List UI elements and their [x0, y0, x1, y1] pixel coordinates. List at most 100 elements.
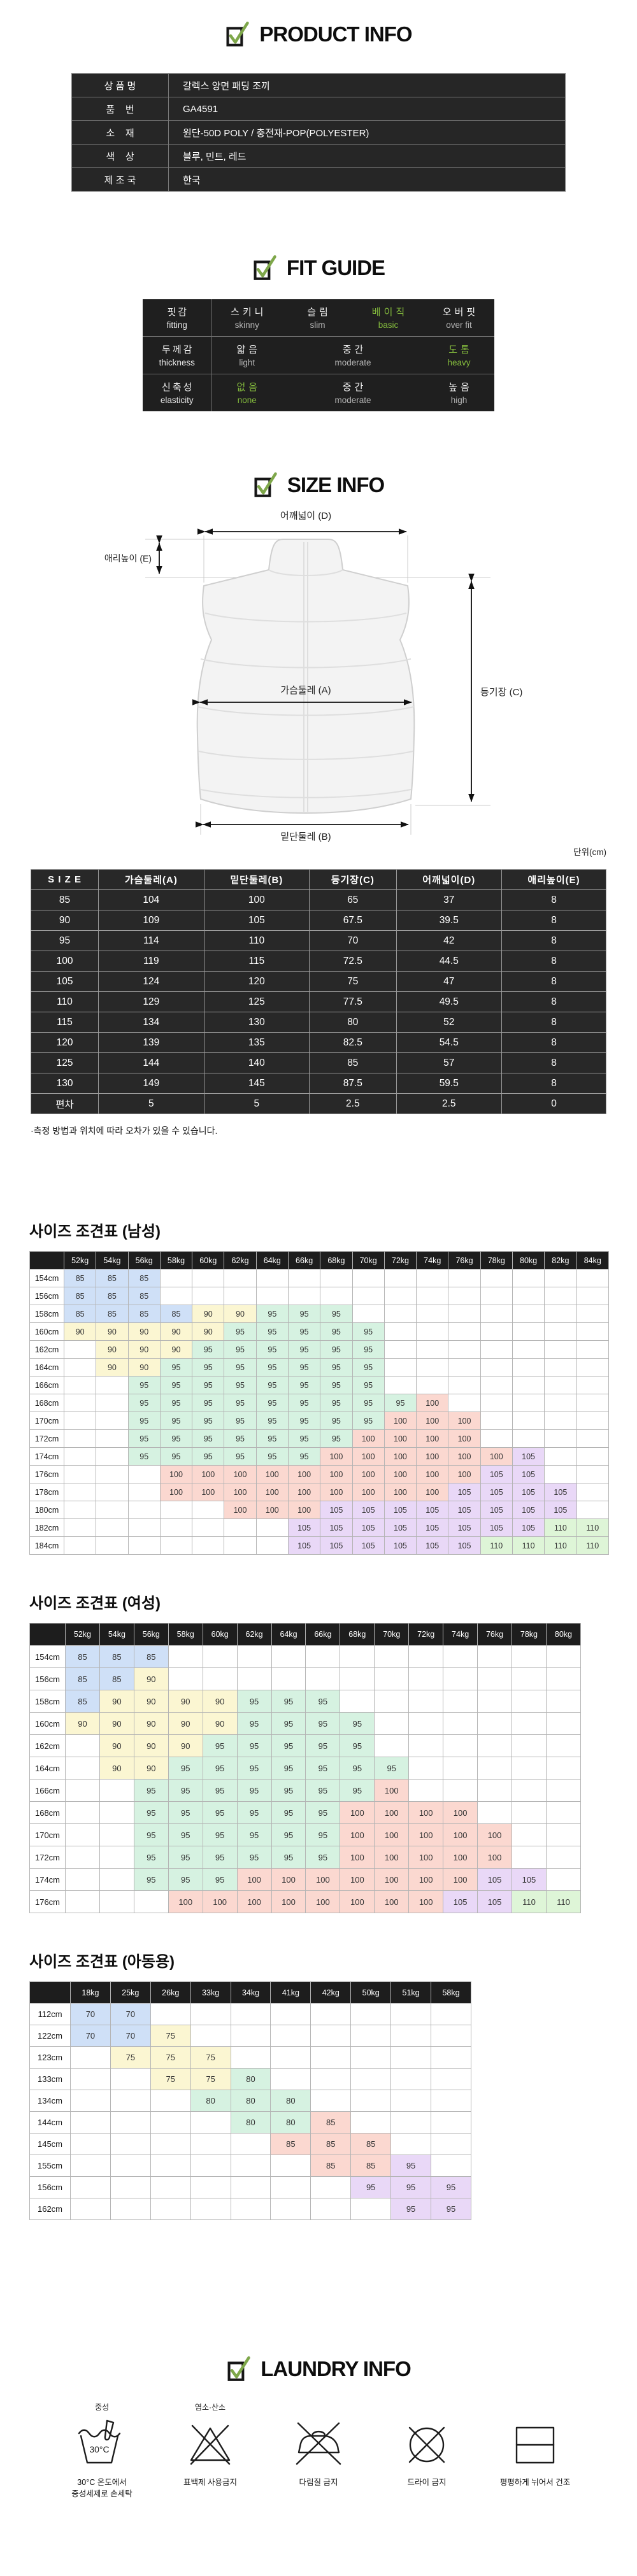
handwash-30-icon: 30°C	[78, 2419, 121, 2464]
empty-cell	[544, 1322, 577, 1341]
fit-guide-row: 신축성 elasticity 없음 none 중간 moderate 높음 high	[143, 374, 494, 411]
empty-cell	[512, 1429, 545, 1448]
size-cell: 95	[390, 2198, 432, 2220]
size-spec-cell: 140	[203, 1052, 310, 1073]
empty-cell	[159, 1269, 193, 1287]
size-spec-header: 어깨넓이(D)	[396, 869, 503, 890]
size-cell: 90	[96, 1322, 129, 1341]
size-cell: 105	[512, 1518, 545, 1537]
empty-cell	[416, 1305, 449, 1323]
size-spec-cell: 120	[30, 1032, 99, 1053]
size-cell: 95	[202, 1801, 238, 1824]
empty-cell	[431, 2046, 471, 2069]
empty-cell	[544, 1394, 577, 1412]
size-cell: 100	[352, 1447, 385, 1466]
empty-cell	[511, 1779, 547, 1802]
empty-cell	[512, 1376, 545, 1394]
height-label: 160cm	[29, 1322, 64, 1341]
size-cell: 95	[159, 1447, 193, 1466]
size-cell: 105	[480, 1501, 513, 1519]
empty-cell	[511, 1801, 547, 1824]
size-cell: 100	[159, 1483, 193, 1501]
size-spec-cell: 80	[309, 1012, 397, 1033]
size-cell: 105	[477, 1890, 512, 1913]
chart-corner-cell	[29, 1251, 64, 1270]
empty-cell	[374, 1667, 410, 1690]
product-info-row: 색 상 블루, 민트, 레드	[71, 144, 566, 168]
empty-cell	[65, 1823, 100, 1846]
empty-cell	[512, 1287, 545, 1305]
height-label: 162cm	[29, 1734, 66, 1757]
empty-cell	[576, 1322, 609, 1341]
laundry-item-no-dryclean: 드라이 금지	[382, 2402, 471, 2500]
size-cell: 95	[320, 1305, 353, 1323]
size-cell: 95	[127, 1376, 161, 1394]
empty-cell	[448, 1358, 481, 1376]
empty-cell	[511, 1645, 547, 1668]
size-cell: 105	[544, 1483, 577, 1501]
empty-cell	[133, 1890, 169, 1913]
empty-cell	[310, 2003, 352, 2025]
size-spec-cell: 편차	[30, 1093, 99, 1114]
size-spec-cell: 59.5	[396, 1073, 503, 1094]
size-spec-cell: 75	[309, 971, 397, 992]
size-spec-cell: 129	[98, 991, 204, 1012]
weight-header: 72kg	[383, 1251, 417, 1270]
size-cell: 100	[383, 1412, 417, 1430]
size-cell: 100	[383, 1429, 417, 1448]
empty-cell	[544, 1269, 577, 1287]
size-cell: 80	[230, 2090, 271, 2112]
empty-cell	[65, 1779, 100, 1802]
no-bleach-icon	[190, 2424, 231, 2465]
empty-cell	[70, 2176, 111, 2198]
empty-cell	[270, 2155, 311, 2177]
size-cell: 95	[236, 1690, 272, 1713]
size-spec-cell: 130	[30, 1073, 99, 1094]
size-cell: 90	[133, 1734, 169, 1757]
size-cell: 100	[224, 1501, 257, 1519]
empty-cell	[477, 1734, 512, 1757]
size-cell: 105	[383, 1518, 417, 1537]
size-cell: 100	[255, 1501, 289, 1519]
size-spec-cell: 8	[501, 1032, 606, 1053]
weight-header: 41kg	[270, 1981, 311, 2004]
size-spec-row: 100 119 115 72.5 44.5 8	[30, 951, 606, 972]
size-spec-cell: 44.5	[396, 951, 503, 972]
weight-header: 76kg	[448, 1251, 481, 1270]
height-label: 170cm	[29, 1823, 66, 1846]
empty-cell	[190, 2025, 231, 2047]
empty-cell	[99, 1801, 134, 1824]
height-row: 134cm 80 80 80	[29, 2090, 471, 2112]
height-label: 172cm	[29, 1846, 66, 1869]
size-cell: 100	[159, 1465, 193, 1483]
empty-cell	[477, 1757, 512, 1780]
height-label: 164cm	[29, 1358, 64, 1376]
size-cell: 95	[287, 1429, 321, 1448]
empty-cell	[431, 2111, 471, 2134]
empty-cell	[63, 1483, 97, 1501]
size-spec-cell: 145	[203, 1073, 310, 1094]
size-cell: 95	[168, 1801, 203, 1824]
size-cell: 100	[255, 1483, 289, 1501]
empty-cell	[545, 1846, 582, 1869]
size-cell: 90	[192, 1305, 225, 1323]
laundry-item-handwash: 중성 30°C 30°C 온도에서 중성세제로 손세탁	[57, 2402, 147, 2500]
laundry-top-label	[274, 2402, 363, 2413]
empty-cell	[110, 2176, 151, 2198]
empty-cell	[477, 1801, 512, 1824]
size-cell: 100	[236, 1868, 272, 1891]
height-row: 176cm 100 100 100 100 100 100 100 100 100 100 105 10…	[29, 1465, 609, 1483]
empty-cell	[390, 2090, 432, 2112]
empty-cell	[352, 1287, 385, 1305]
empty-cell	[431, 2155, 471, 2177]
height-row: 162cm 90 90 90 95 95 95 95 95 95	[29, 1340, 609, 1359]
size-cell: 75	[110, 2046, 151, 2069]
size-spec-cell: 82.5	[309, 1032, 397, 1053]
weight-header: 58kg	[168, 1623, 203, 1646]
height-row: 112cm 70 70	[29, 2003, 471, 2025]
height-row: 166cm 95 95 95 95 95 95 95 95	[29, 1376, 609, 1394]
vest-illustration	[196, 539, 415, 814]
empty-cell	[448, 1376, 481, 1394]
empty-cell	[65, 1890, 100, 1913]
empty-cell	[310, 2025, 352, 2047]
